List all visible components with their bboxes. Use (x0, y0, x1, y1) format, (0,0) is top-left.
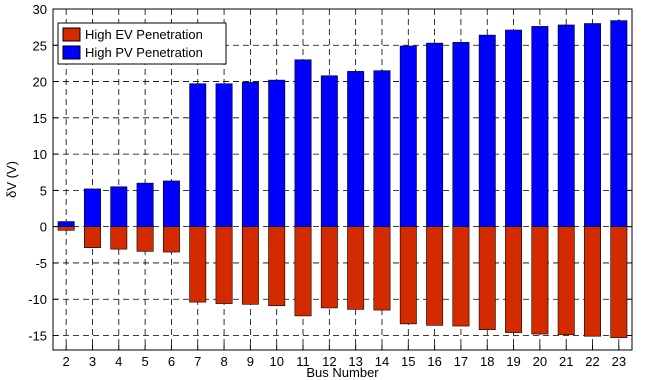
x-tick-label: 22 (585, 354, 599, 369)
bar-ev (136, 226, 154, 252)
bar-ev (531, 226, 549, 335)
y-tick-label: 25 (33, 38, 47, 53)
bar-ev (426, 226, 444, 326)
x-tick-label: 9 (247, 354, 254, 369)
bar-ev (57, 226, 75, 231)
legend-box (57, 22, 227, 65)
y-tick-label: 15 (33, 111, 47, 126)
bar-pv (136, 182, 154, 227)
bar-ev (268, 226, 286, 307)
bar-ev (320, 226, 338, 309)
bar-pv (557, 24, 575, 227)
y-tick-label: -15 (28, 328, 47, 343)
bar-pv (426, 42, 444, 227)
bar-pv (268, 79, 286, 227)
bar-ev (584, 226, 601, 337)
bar-pv (320, 75, 338, 227)
bars (57, 20, 628, 338)
x-tick-label: 2 (63, 354, 70, 369)
bar-pv (373, 70, 391, 227)
bar-pv (584, 23, 601, 227)
x-axis-ticks: 2 3 4 5 6 7 8 9 10 11 12 13 14 15 16 17 18 19 20 21 22 23 (63, 345, 626, 369)
bar-pv (610, 20, 628, 227)
bar-ev (189, 226, 207, 303)
x-tick-label: 8 (220, 354, 227, 369)
x-tick-label: 4 (115, 354, 122, 369)
bar-ev (478, 226, 496, 330)
x-tick-label: 15 (401, 354, 415, 369)
y-axis-ticks: -15 -10 -5 0 5 10 15 20 25 30 (28, 2, 632, 343)
x-tick-label: 16 (427, 354, 441, 369)
bar-pv (478, 34, 496, 227)
plot-frame (52, 8, 633, 351)
y-tick-label: 30 (33, 2, 47, 17)
x-tick-label: 18 (480, 354, 494, 369)
x-tick-label: 17 (454, 354, 468, 369)
bar-pv (162, 180, 180, 227)
bar-ev (610, 226, 628, 338)
x-tick-label: 20 (533, 354, 547, 369)
bar-pv (505, 29, 523, 227)
x-tick-label: 14 (375, 354, 389, 369)
legend: High EV Penetration High PV Penetration (57, 22, 227, 65)
legend-label-ev: High EV Penetration (85, 27, 203, 42)
bar-pv (399, 45, 417, 227)
legend-swatch-ev (62, 27, 81, 42)
y-tick-label: 10 (33, 147, 47, 162)
bar-ev (505, 226, 523, 333)
bar-ev (557, 226, 575, 336)
bar-pv (452, 42, 470, 227)
y-tick-label: -5 (35, 256, 47, 271)
x-tick-label: 10 (269, 354, 283, 369)
bar-pv (84, 188, 101, 227)
x-axis-label: Bus Number (306, 365, 379, 380)
x-tick-label: 19 (506, 354, 520, 369)
y-tick-label: 5 (40, 183, 47, 198)
x-tick-label: 12 (322, 354, 336, 369)
bar-pv (294, 59, 312, 227)
bar-ev (452, 226, 470, 327)
x-tick-label: 23 (612, 354, 626, 369)
bar-pv (347, 71, 365, 227)
bar-ev (215, 226, 233, 304)
bar-ev (84, 226, 101, 249)
bar-ev (110, 226, 128, 250)
bar-ev (294, 226, 312, 317)
x-tick-label: 5 (141, 354, 148, 369)
x-tick-label: 7 (194, 354, 201, 369)
x-tick-label: 13 (348, 354, 362, 369)
x-tick-label: 6 (168, 354, 175, 369)
bar-ev (399, 226, 417, 325)
legend-label-pv: High PV Penetration (85, 45, 203, 60)
y-tick-label: 0 (40, 220, 47, 235)
x-tick-label: 21 (559, 354, 573, 369)
bar-pv (241, 81, 259, 227)
bar-ev (241, 226, 259, 305)
bar-pv (57, 221, 75, 227)
bar-ev (162, 226, 180, 253)
y-axis-label: δV (V) (4, 161, 19, 198)
bar-pv (215, 83, 233, 227)
bar-pv (110, 186, 128, 227)
y-tick-label: -10 (28, 292, 47, 307)
bar-ev (373, 226, 391, 311)
bar-pv (189, 83, 207, 227)
bar-pv (531, 26, 549, 227)
y-tick-label: 20 (33, 75, 47, 90)
bar-ev (347, 226, 365, 310)
x-tick-label: 11 (296, 354, 310, 369)
legend-swatch-pv (62, 45, 81, 60)
x-tick-label: 3 (89, 354, 96, 369)
